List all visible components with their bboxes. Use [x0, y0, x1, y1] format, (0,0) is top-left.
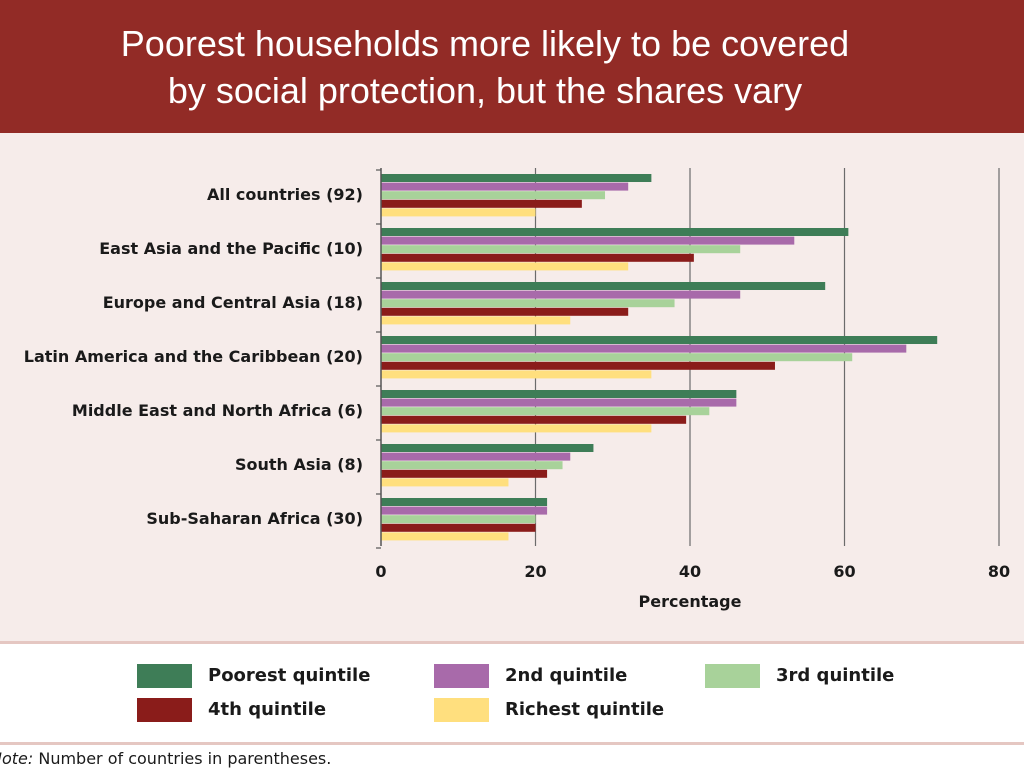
bar-latin-america-and-the-caribbean-20-richest-quintile — [381, 370, 652, 379]
category-label-middle-east-and-north-africa-6: Middle East and North Africa (6) — [72, 401, 363, 420]
category-label-latin-america-and-the-caribbean-20: Latin America and the Caribbean (20) — [24, 347, 363, 366]
legend-label: 2nd quintile — [505, 665, 628, 686]
bar-sub-saharan-africa-30-3rd-quintile — [381, 515, 536, 524]
bar-latin-america-and-the-caribbean-20-2nd-quintile — [381, 344, 907, 353]
category-label-south-asia-8: South Asia (8) — [235, 455, 363, 474]
bar-all-countries-92-2nd-quintile — [381, 182, 629, 191]
bar-east-asia-and-the-pacific-10-4th-quintile — [381, 253, 694, 262]
footnote-prefix: Note: — [0, 749, 34, 768]
bar-east-asia-and-the-pacific-10-poorest-quintile — [381, 228, 849, 236]
bar-east-asia-and-the-pacific-10-richest-quintile — [381, 262, 629, 271]
bar-middle-east-and-north-africa-6-poorest-quintile — [381, 390, 737, 398]
bar-south-asia-8-3rd-quintile — [381, 461, 563, 470]
bar-sub-saharan-africa-30-4th-quintile — [381, 523, 536, 532]
bar-latin-america-and-the-caribbean-20-4th-quintile — [381, 361, 775, 370]
x-tick-label-80: 80 — [988, 562, 1010, 581]
legend-swatch — [434, 664, 489, 688]
chart-title-line-1: Poorest households more likely to be cov… — [120, 23, 850, 64]
bar-chart: All countries (92) East Asia and the Paci… — [24, 168, 1010, 611]
legend-swatch — [434, 698, 489, 722]
bar-east-asia-and-the-pacific-10-2nd-quintile — [381, 236, 795, 245]
legend: Poorest quintile 2nd quintile 3rd quintile… — [0, 644, 1024, 742]
legend-label: Richest quintile — [505, 699, 665, 720]
bar-europe-and-central-asia-18-4th-quintile — [381, 307, 629, 316]
x-tick-label-60: 60 — [833, 562, 855, 581]
x-axis-title: Percentage — [639, 592, 742, 611]
bar-latin-america-and-the-caribbean-20-3rd-quintile — [381, 353, 853, 362]
category-label-sub-saharan-africa-30: Sub-Saharan Africa (30) — [146, 509, 363, 528]
bar-all-countries-92-4th-quintile — [381, 199, 582, 208]
x-tick-label-0: 0 — [375, 562, 386, 581]
legend-swatch — [137, 698, 192, 722]
bar-all-countries-92-poorest-quintile — [381, 174, 652, 182]
bar-middle-east-and-north-africa-6-2nd-quintile — [381, 398, 737, 407]
footnote-text: Number of countries in parentheses. — [33, 749, 332, 768]
chart-title: Poorest households more likely to be cov… — [0, 20, 970, 114]
bar-latin-america-and-the-caribbean-20-poorest-quintile — [381, 336, 938, 344]
bar-all-countries-92-3rd-quintile — [381, 191, 606, 200]
footnote: Note: Number of countries in parentheses… — [0, 749, 331, 768]
bar-sub-saharan-africa-30-2nd-quintile — [381, 506, 548, 515]
category-label-east-asia-and-the-pacific-10: East Asia and the Pacific (10) — [99, 239, 363, 258]
bar-middle-east-and-north-africa-6-3rd-quintile — [381, 407, 710, 416]
x-tick-label-20: 20 — [524, 562, 546, 581]
bar-south-asia-8-4th-quintile — [381, 469, 548, 478]
bar-europe-and-central-asia-18-poorest-quintile — [381, 282, 826, 290]
bar-europe-and-central-asia-18-2nd-quintile — [381, 290, 741, 299]
bar-sub-saharan-africa-30-richest-quintile — [381, 532, 509, 541]
chart-panel — [0, 133, 1024, 641]
x-tick-label-40: 40 — [679, 562, 701, 581]
bar-south-asia-8-poorest-quintile — [381, 444, 594, 452]
title-banner: Poorest households more likely to be cov… — [0, 0, 1024, 133]
chart-title-line-2: by social protection, but the shares var… — [167, 70, 803, 111]
bar-sub-saharan-africa-30-poorest-quintile — [381, 498, 548, 506]
category-label-europe-and-central-asia-18: Europe and Central Asia (18) — [103, 293, 363, 312]
legend-swatch — [137, 664, 192, 688]
divider — [0, 742, 1024, 745]
legend-label: Poorest quintile — [208, 665, 371, 686]
legend-label: 3rd quintile — [776, 665, 895, 686]
bar-east-asia-and-the-pacific-10-3rd-quintile — [381, 245, 741, 254]
bar-south-asia-8-richest-quintile — [381, 478, 509, 487]
bar-south-asia-8-2nd-quintile — [381, 452, 571, 461]
category-label-all-countries-92: All countries (92) — [207, 185, 363, 204]
bar-europe-and-central-asia-18-3rd-quintile — [381, 299, 675, 308]
bar-all-countries-92-richest-quintile — [381, 208, 536, 217]
bar-middle-east-and-north-africa-6-richest-quintile — [381, 424, 652, 433]
divider — [0, 641, 1024, 644]
bar-middle-east-and-north-africa-6-4th-quintile — [381, 415, 687, 424]
legend-swatch — [705, 664, 760, 688]
legend-label: 4th quintile — [208, 699, 327, 720]
bar-europe-and-central-asia-18-richest-quintile — [381, 316, 571, 325]
